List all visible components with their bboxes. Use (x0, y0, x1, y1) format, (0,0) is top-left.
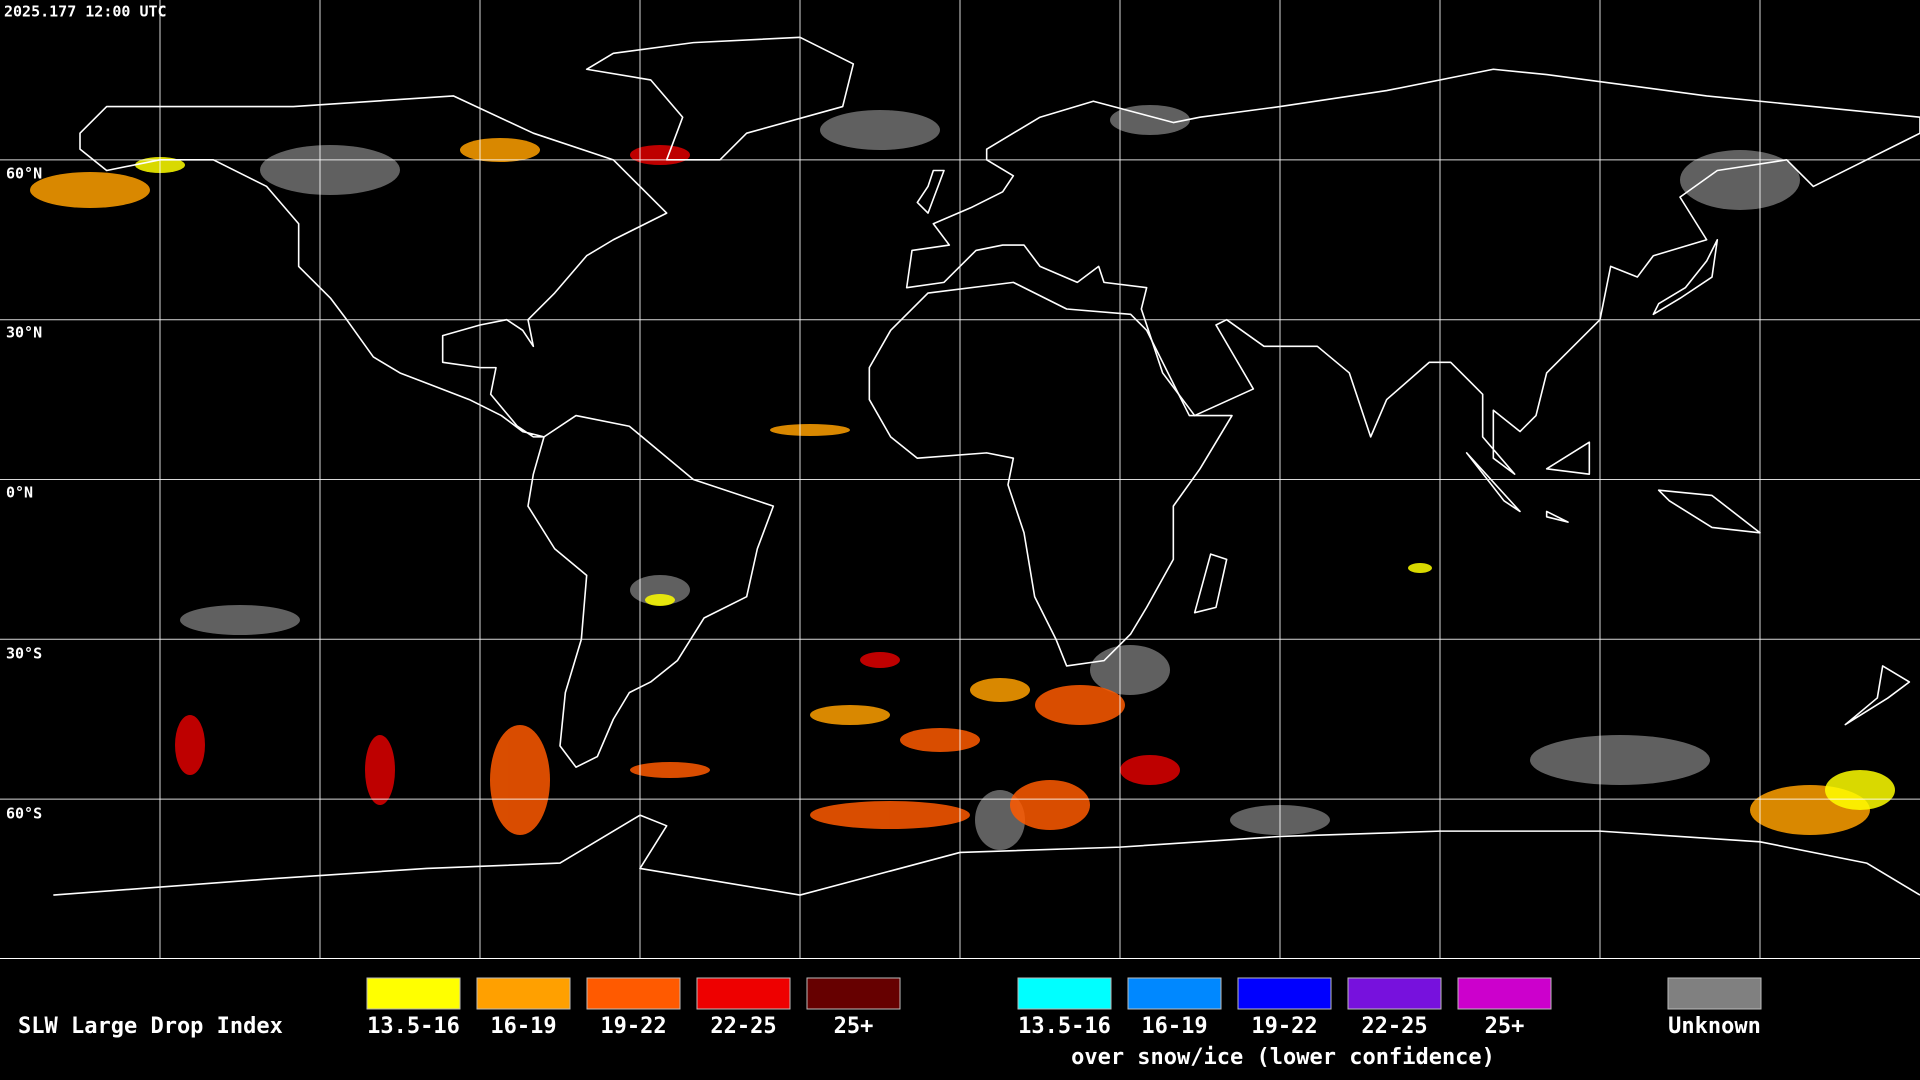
legend-label: 16-19 (1141, 1014, 1207, 1039)
legend-swatch (1127, 977, 1222, 1010)
legend-swatch (586, 977, 681, 1010)
legend-label: 22-25 (1361, 1014, 1427, 1039)
legend-label: 13.5-16 (367, 1014, 460, 1039)
legend-swatch (1017, 977, 1112, 1010)
legend-title: SLW Large Drop Index (18, 1014, 283, 1039)
legend-swatch (806, 977, 901, 1010)
coastlines (53, 37, 1920, 895)
legend-swatch (1457, 977, 1552, 1010)
legend-label: 25+ (1485, 1014, 1525, 1039)
latitude-label: 0°N (6, 484, 33, 502)
graticule (0, 0, 1920, 959)
legend: SLW Large Drop Index 13.5-16 16-19 19-22 22… (18, 977, 1762, 1070)
legend-label: 19-22 (600, 1014, 666, 1039)
legend-label: 16-19 (490, 1014, 556, 1039)
legend-swatch (1237, 977, 1332, 1010)
legend-label: Unknown (1668, 1014, 1761, 1039)
latitude-label: 30°S (6, 645, 42, 663)
latitude-label: 60°S (6, 805, 42, 823)
legend-swatch (696, 977, 791, 1010)
legend-label: 22-25 (710, 1014, 776, 1039)
legend-label: 25+ (834, 1014, 874, 1039)
legend-swatch (1347, 977, 1442, 1010)
latitude-label: 60°N (6, 165, 42, 183)
legend-swatch (1667, 977, 1762, 1010)
legend-label: 13.5-16 (1018, 1014, 1111, 1039)
cloud-patches (30, 105, 1895, 850)
timestamp: 2025.177 12:00 UTC (4, 3, 167, 21)
legend-swatch (476, 977, 571, 1010)
legend-caption: over snow/ice (lower confidence) (1071, 1045, 1495, 1070)
legend-label: 19-22 (1251, 1014, 1317, 1039)
latitude-label: 30°N (6, 324, 42, 342)
legend-swatch (366, 977, 461, 1010)
